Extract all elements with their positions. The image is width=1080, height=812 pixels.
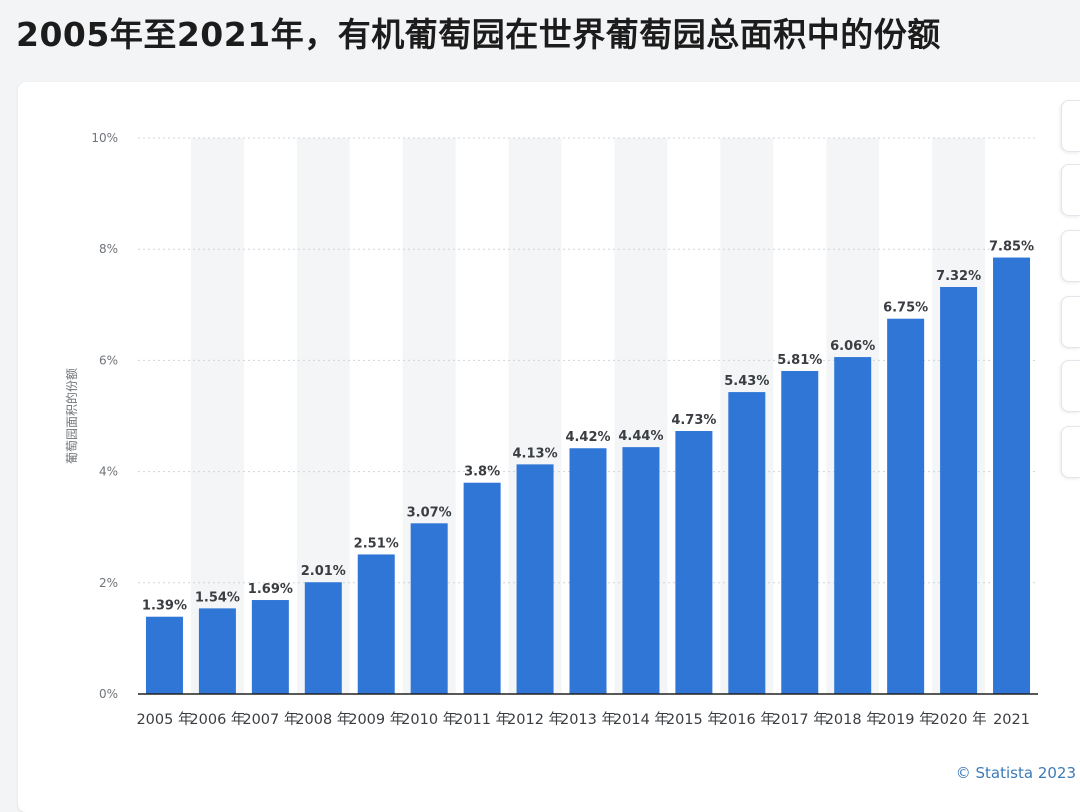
- bar: [781, 370, 819, 694]
- bar: [198, 608, 236, 694]
- x-tick-label: 2017 年: [772, 711, 828, 728]
- x-tick-label: 2009 年: [348, 711, 404, 728]
- bar-value-label: 7.85%: [989, 240, 1034, 255]
- bar: [145, 616, 183, 694]
- bar-value-label: 3.8%: [464, 465, 500, 480]
- bar-value-label: 2.01%: [301, 564, 346, 579]
- side-tool-button-3[interactable]: [1061, 230, 1080, 282]
- y-tick-label: 10%: [91, 131, 118, 145]
- statista-credit-link[interactable]: © Statista 2023: [955, 764, 1076, 782]
- x-tick-label: 2018 年: [825, 711, 881, 728]
- y-tick-label: 4%: [99, 465, 118, 479]
- page-title: 2005年至2021年，有机葡萄园在世界葡萄园总面积中的份额: [16, 15, 941, 54]
- side-tool-button-2[interactable]: [1061, 164, 1080, 216]
- bar-value-label: 4.44%: [618, 429, 663, 444]
- x-tick-label: 2014 年: [613, 711, 669, 728]
- bar: [569, 448, 607, 694]
- side-tool-button-5[interactable]: [1061, 360, 1080, 412]
- bar-value-label: 3.07%: [407, 505, 452, 520]
- x-tick-label: 2010 年: [401, 711, 457, 728]
- x-tick-label: 2011 年: [454, 711, 510, 728]
- x-tick-label: 2007 年: [242, 711, 298, 728]
- x-tick-label: 2006 年: [189, 711, 245, 728]
- x-tick-label: 2008 年: [295, 711, 351, 728]
- bar-value-label: 1.69%: [248, 582, 293, 597]
- x-tick-label: 2005 年: [136, 711, 192, 728]
- x-tick-label: 2016 年: [719, 711, 775, 728]
- bar-value-label: 1.39%: [142, 599, 187, 614]
- bar-value-label: 4.42%: [565, 430, 610, 445]
- y-axis-title: 葡萄园面积的份额: [64, 368, 79, 464]
- bar: [304, 582, 342, 694]
- bar-value-label: 4.73%: [671, 413, 716, 428]
- y-tick-label: 6%: [99, 353, 118, 367]
- x-tick-label: 2013 年: [560, 711, 616, 728]
- x-tick-label: 2020 年: [931, 711, 987, 728]
- bar-value-label: 7.32%: [936, 269, 981, 284]
- x-tick-label: 2012 年: [507, 711, 563, 728]
- side-tool-button-4[interactable]: [1061, 296, 1080, 348]
- bar-value-label: 6.75%: [883, 301, 928, 316]
- bar: [834, 357, 872, 694]
- bar: [410, 523, 448, 694]
- y-tick-label: 0%: [99, 687, 118, 701]
- bar-value-label: 5.43%: [724, 374, 769, 389]
- bar: [463, 482, 501, 694]
- bar-value-label: 2.51%: [354, 536, 399, 551]
- x-tick-label: 2015 年: [666, 711, 722, 728]
- bar: [251, 600, 289, 694]
- bar: [940, 287, 978, 694]
- x-tick-label: 2019 年: [878, 711, 934, 728]
- bar-value-label: 5.81%: [777, 353, 822, 368]
- bar-value-label: 1.54%: [195, 590, 240, 605]
- bar-value-label: 4.13%: [513, 446, 558, 461]
- bar-value-label: 6.06%: [830, 339, 875, 354]
- side-tool-button-6[interactable]: [1061, 426, 1080, 478]
- side-tool-button-1[interactable]: [1061, 100, 1080, 152]
- y-tick-label: 2%: [99, 576, 118, 590]
- x-tick-label: 2021: [993, 712, 1030, 728]
- bar: [993, 257, 1031, 694]
- bar: [357, 554, 395, 694]
- bar: [622, 447, 660, 694]
- column-band: [190, 138, 244, 694]
- bar: [516, 464, 554, 694]
- bar: [675, 431, 713, 694]
- bar: [887, 318, 925, 694]
- bar: [728, 392, 766, 694]
- y-tick-label: 8%: [99, 242, 118, 256]
